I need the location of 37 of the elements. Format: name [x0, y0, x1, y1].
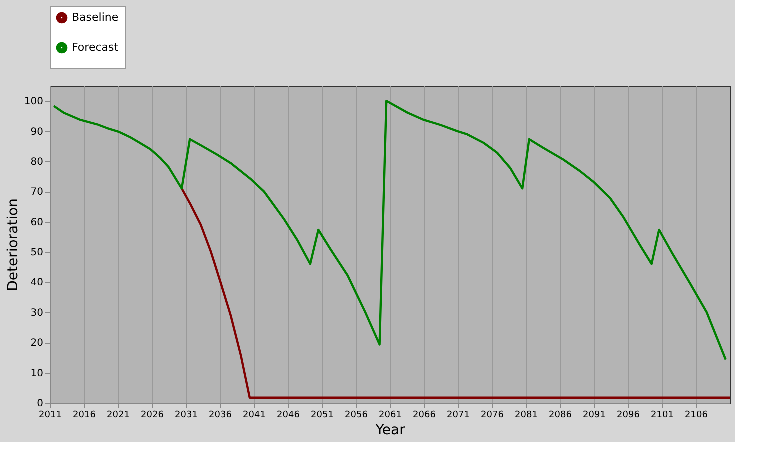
- x-tick-label: 2041: [243, 410, 266, 420]
- x-tick-label: 2036: [209, 410, 232, 420]
- x-tick-label: 2081: [515, 410, 538, 420]
- line-series: [180, 188, 730, 399]
- y-tick-label: 60: [30, 217, 44, 228]
- x-tick-label: 2106: [685, 410, 708, 420]
- line-series: [52, 100, 728, 361]
- y-tick-label: 0: [37, 398, 44, 410]
- x-tick-label: 2101: [651, 410, 674, 420]
- x-tick-label: 2061: [379, 410, 402, 420]
- x-tick-label: 2016: [73, 410, 96, 420]
- legend-label: Baseline: [72, 11, 119, 24]
- y-tick-label: 20: [30, 338, 44, 350]
- y-tick-label: 70: [30, 187, 44, 198]
- x-tick-label: 2011: [39, 410, 62, 420]
- x-tick-label: 2086: [549, 410, 572, 420]
- y-tick-label: 100: [24, 96, 44, 108]
- x-tick-label: 2076: [481, 410, 504, 420]
- x-tick-label: 2066: [413, 410, 436, 420]
- x-tick-label: 2046: [277, 410, 300, 420]
- x-tick-label: 2031: [175, 410, 198, 420]
- y-tick-label: 40: [30, 278, 44, 289]
- x-tick-label: 2096: [617, 410, 640, 420]
- y-tick-label: 10: [30, 368, 44, 380]
- x-tick-label: 2051: [311, 410, 334, 420]
- y-tick-label: 30: [30, 308, 44, 319]
- x-axis-title: Year: [374, 422, 406, 438]
- x-tick-label: 2026: [141, 410, 164, 420]
- y-tick-label: 50: [30, 248, 44, 259]
- y-tick-label: 90: [30, 126, 44, 138]
- legend-label: Forecast: [72, 41, 120, 54]
- x-tick-label: 2071: [447, 410, 470, 420]
- x-tick-label: 2021: [107, 410, 130, 420]
- x-tick-label: 2091: [583, 410, 606, 420]
- y-axis-title: Deterioration: [5, 198, 22, 292]
- x-tick-label: 2056: [345, 410, 368, 420]
- y-tick-label: 80: [30, 156, 44, 168]
